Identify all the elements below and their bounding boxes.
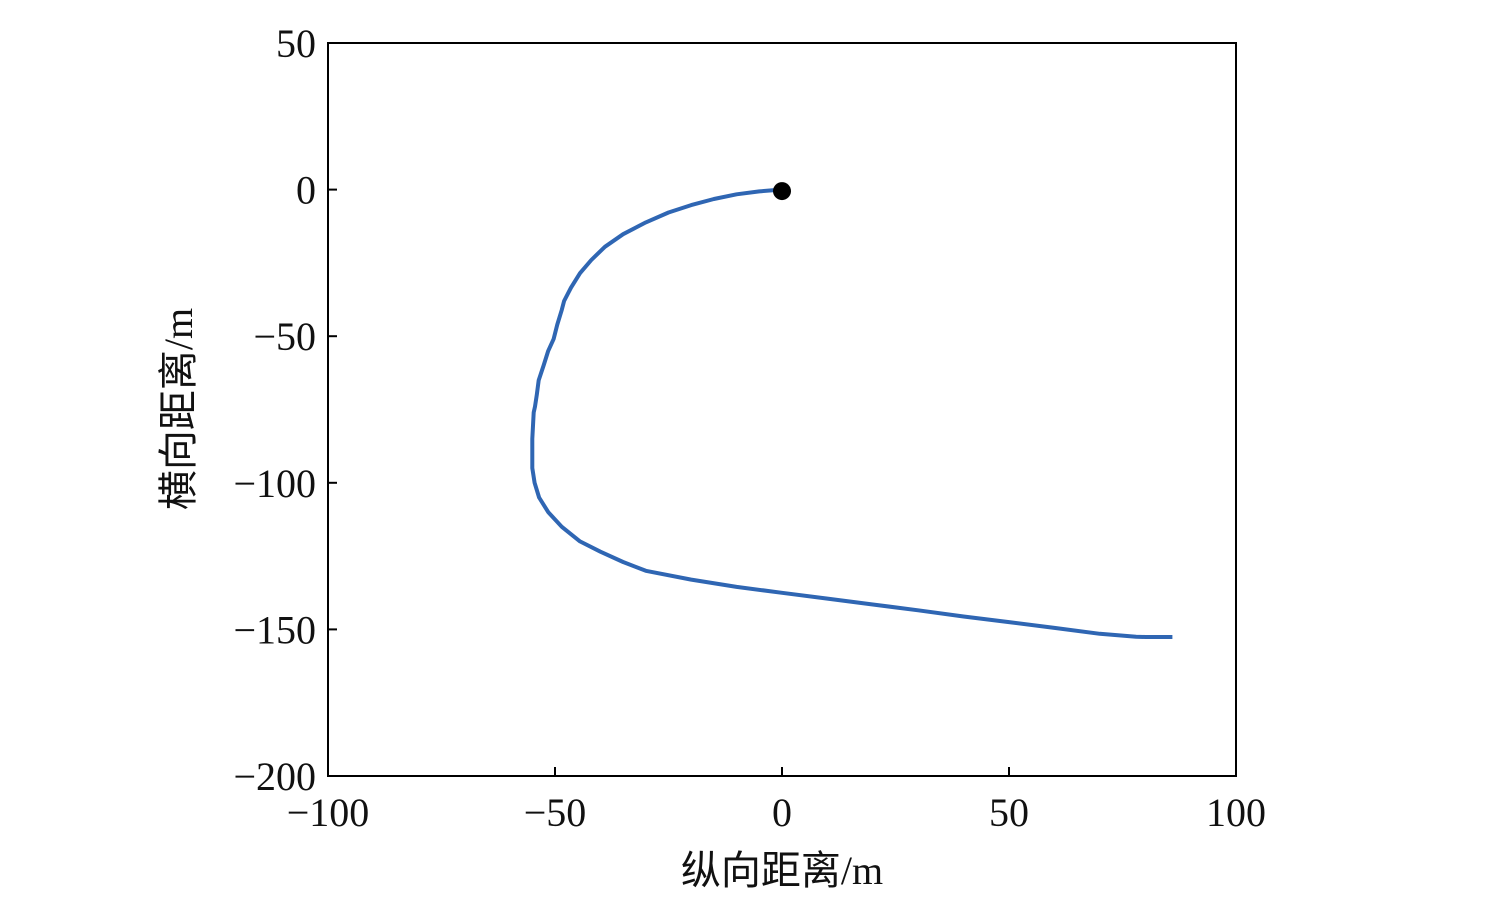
x-tick-label: 100 — [1206, 790, 1266, 835]
x-tick-label: −100 — [287, 790, 370, 835]
y-tick-label: −200 — [233, 754, 316, 799]
plot-frame — [327, 42, 1237, 777]
y-tick-label: −100 — [233, 461, 316, 506]
axis-ticks — [327, 42, 1237, 777]
y-tick-label: −150 — [233, 607, 316, 652]
y-tick-label: 50 — [276, 21, 316, 66]
x-tick-label: −50 — [524, 790, 587, 835]
x-tick-label: 0 — [772, 790, 792, 835]
x-axis-title: 纵向距离/m — [681, 848, 883, 893]
axis-tick-labels: −100 −50 0 50 100 50 0 −50 −100 −150 −200 — [233, 21, 1266, 835]
y-tick-label: 0 — [296, 168, 316, 213]
trajectory-line — [530, 187, 1173, 639]
x-tick-label: 50 — [989, 790, 1029, 835]
start-point-marker — [773, 182, 791, 201]
y-tick-label: −50 — [253, 314, 316, 359]
series-layer — [530, 182, 1173, 639]
y-axis-title: 横向距离/m — [156, 308, 201, 510]
